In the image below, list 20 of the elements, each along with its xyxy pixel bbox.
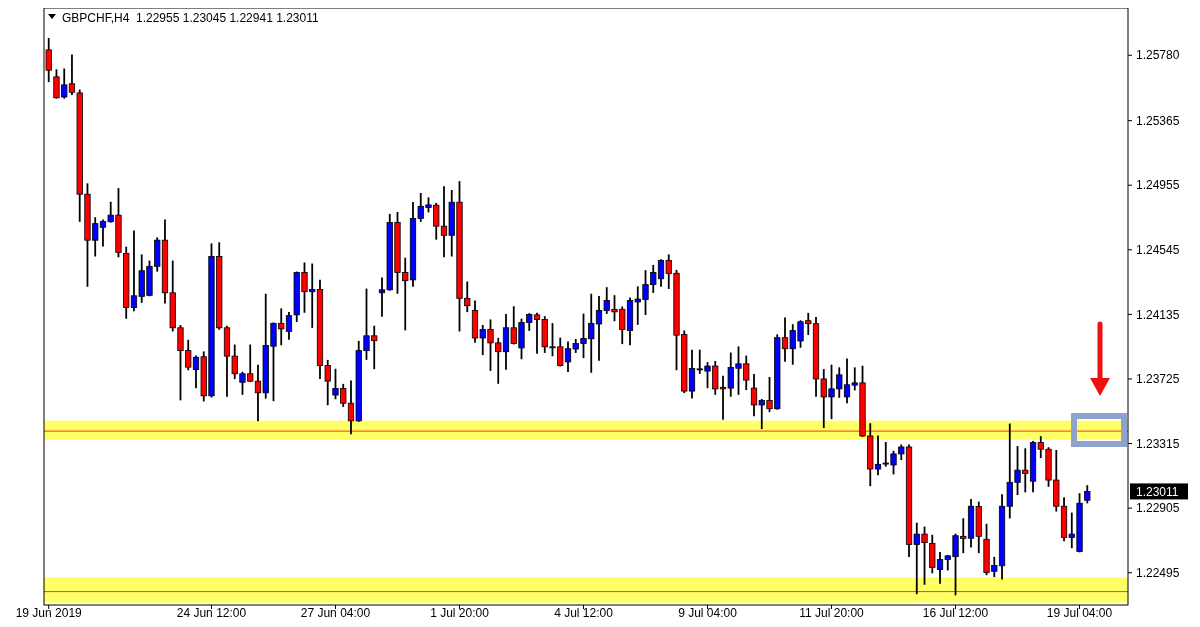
- chart-title: GBPCHF,H4 1.22955 1.23045 1.22941 1.23011: [62, 11, 319, 25]
- x-tick-label: 1 Jul 20:00: [430, 606, 490, 620]
- x-tick-label: 19 Jun 2019: [15, 606, 83, 620]
- x-tick-label: 16 Jul 12:00: [922, 606, 989, 620]
- y-tick-label: 1.25780: [1136, 48, 1180, 63]
- y-tick-label: 1.24135: [1136, 307, 1180, 322]
- x-tick-label: 19 Jul 04:00: [1046, 606, 1113, 620]
- x-tick-label: 4 Jul 12:00: [554, 606, 614, 620]
- y-tick-label: 1.22905: [1136, 501, 1180, 516]
- x-tick-label: 11 Jul 20:00: [799, 606, 865, 620]
- y-tick-label: 1.23725: [1136, 372, 1180, 387]
- y-tick-label: 1.22495: [1136, 565, 1180, 580]
- x-tick-label: 9 Jul 04:00: [678, 606, 738, 620]
- y-tick-label: 1.25365: [1136, 113, 1180, 128]
- y-tick-label: 1.24545: [1136, 242, 1180, 257]
- y-tick-label: 1.24955: [1136, 178, 1180, 193]
- y-tick-label: 1.23315: [1136, 436, 1180, 451]
- text: 1.23011: [1136, 484, 1179, 499]
- x-tick-label: 24 Jun 12:00: [176, 606, 247, 620]
- x-tick-label: 27 Jun 04:00: [300, 606, 371, 620]
